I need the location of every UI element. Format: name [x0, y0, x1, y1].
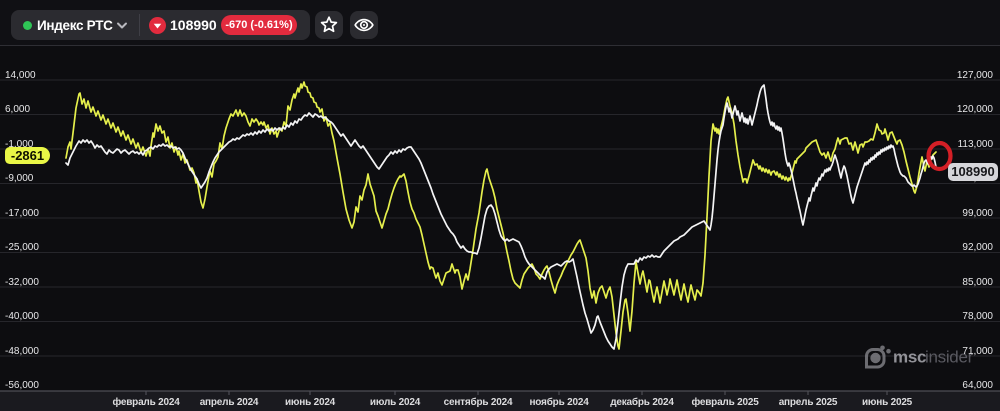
- svg-text:msc: msc: [893, 348, 926, 367]
- svg-text:insider: insider: [925, 348, 974, 367]
